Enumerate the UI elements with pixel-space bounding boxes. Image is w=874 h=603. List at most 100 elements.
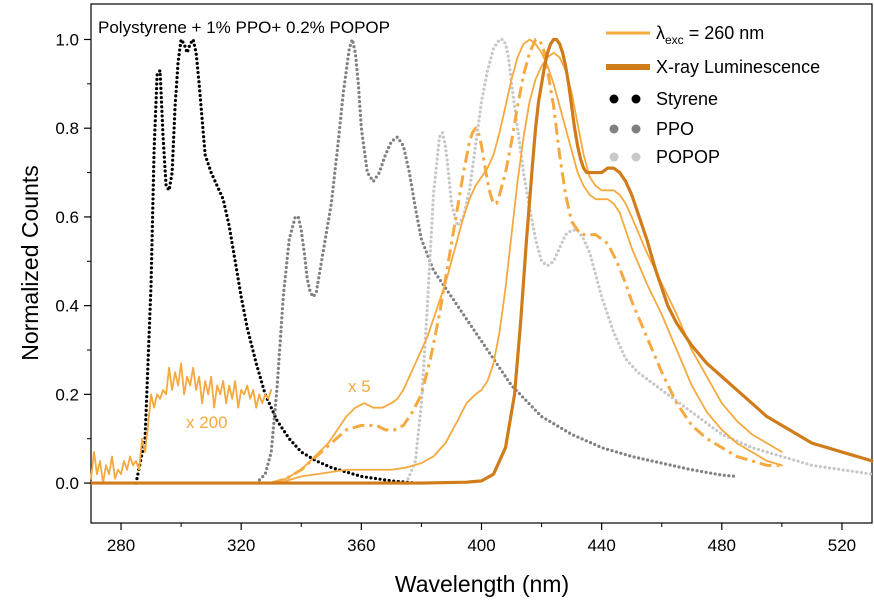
data-point bbox=[508, 72, 513, 76]
data-point bbox=[426, 285, 431, 290]
data-point bbox=[446, 167, 450, 171]
data-point bbox=[430, 217, 434, 221]
data-point bbox=[409, 183, 414, 187]
data-point bbox=[430, 226, 434, 230]
data-point bbox=[265, 467, 269, 471]
data-point bbox=[279, 330, 283, 334]
data-point bbox=[351, 472, 355, 476]
data-point bbox=[297, 220, 302, 224]
data-point bbox=[162, 155, 166, 159]
data-point bbox=[602, 302, 606, 306]
data-point bbox=[362, 150, 367, 154]
data-point bbox=[335, 148, 339, 153]
plot-area bbox=[89, 37, 874, 485]
data-point bbox=[531, 222, 535, 227]
data-point bbox=[421, 373, 425, 377]
data-point bbox=[774, 453, 778, 457]
data-point bbox=[495, 362, 499, 367]
data-point bbox=[200, 112, 204, 116]
data-point bbox=[231, 245, 235, 249]
data-point bbox=[598, 289, 602, 293]
data-point bbox=[364, 475, 368, 479]
data-point bbox=[307, 284, 311, 288]
data-point bbox=[422, 359, 426, 363]
data-point bbox=[663, 390, 667, 394]
legend-label-xray: X-ray Luminescence bbox=[656, 57, 820, 77]
data-point bbox=[558, 244, 562, 249]
data-point bbox=[855, 470, 859, 474]
legend-label-excitation-sub: exc bbox=[665, 33, 684, 47]
data-point bbox=[800, 460, 805, 465]
series-2 bbox=[404, 37, 873, 485]
data-point bbox=[152, 137, 157, 141]
data-point bbox=[718, 431, 723, 435]
x-axis: 280 320 360 400 440 480 520 bbox=[107, 523, 856, 555]
data-point bbox=[150, 229, 154, 233]
data-point bbox=[369, 476, 373, 480]
data-point bbox=[160, 123, 165, 127]
data-point bbox=[273, 408, 277, 412]
data-point bbox=[159, 95, 163, 100]
data-point bbox=[285, 256, 289, 260]
data-point bbox=[446, 172, 451, 176]
data-point bbox=[347, 48, 351, 52]
data-point bbox=[230, 240, 234, 245]
data-point bbox=[163, 160, 167, 164]
data-point bbox=[270, 440, 274, 444]
data-point bbox=[151, 211, 155, 215]
data-point bbox=[670, 396, 674, 400]
data-point bbox=[306, 279, 310, 283]
data-point bbox=[505, 50, 509, 54]
data-point bbox=[149, 280, 153, 284]
data-point bbox=[398, 139, 402, 143]
data-point bbox=[359, 118, 363, 122]
data-point bbox=[704, 420, 708, 424]
data-point bbox=[646, 458, 650, 462]
data-point bbox=[470, 169, 474, 173]
data-point bbox=[479, 105, 483, 109]
data-point bbox=[297, 447, 301, 452]
data-point bbox=[149, 261, 154, 265]
data-point bbox=[231, 250, 236, 254]
data-point bbox=[345, 66, 349, 70]
data-point bbox=[593, 442, 597, 447]
data-point bbox=[364, 164, 369, 168]
data-point bbox=[436, 143, 441, 147]
data-point bbox=[248, 335, 252, 340]
data-point bbox=[413, 205, 417, 210]
series-line bbox=[89, 37, 874, 485]
data-point bbox=[329, 203, 333, 207]
data-point bbox=[144, 399, 149, 403]
data-point bbox=[282, 430, 287, 434]
data-point bbox=[160, 118, 164, 123]
data-point bbox=[562, 236, 566, 240]
y-tick-label: 0.6 bbox=[55, 208, 79, 227]
data-point bbox=[242, 308, 246, 313]
data-point bbox=[403, 151, 407, 155]
data-point bbox=[206, 162, 210, 166]
data-point bbox=[351, 40, 355, 44]
data-point bbox=[152, 169, 156, 173]
data-point bbox=[148, 312, 152, 316]
data-point bbox=[677, 465, 681, 469]
data-point bbox=[357, 100, 362, 104]
data-point bbox=[222, 200, 226, 204]
data-point bbox=[284, 270, 288, 274]
data-point bbox=[556, 249, 560, 253]
data-point bbox=[316, 280, 320, 284]
data-point bbox=[474, 137, 478, 141]
data-point bbox=[414, 210, 418, 214]
data-point bbox=[171, 144, 175, 149]
data-point bbox=[672, 464, 677, 468]
data-point bbox=[532, 227, 536, 231]
data-point bbox=[426, 295, 430, 299]
data-point bbox=[568, 431, 572, 435]
data-point bbox=[320, 462, 325, 466]
data-point bbox=[146, 349, 151, 353]
y-tick-label: 0.8 bbox=[55, 119, 79, 138]
data-point bbox=[176, 62, 180, 66]
data-point bbox=[161, 128, 165, 132]
data-point bbox=[261, 475, 265, 479]
data-point bbox=[850, 469, 854, 473]
data-point bbox=[588, 254, 593, 258]
